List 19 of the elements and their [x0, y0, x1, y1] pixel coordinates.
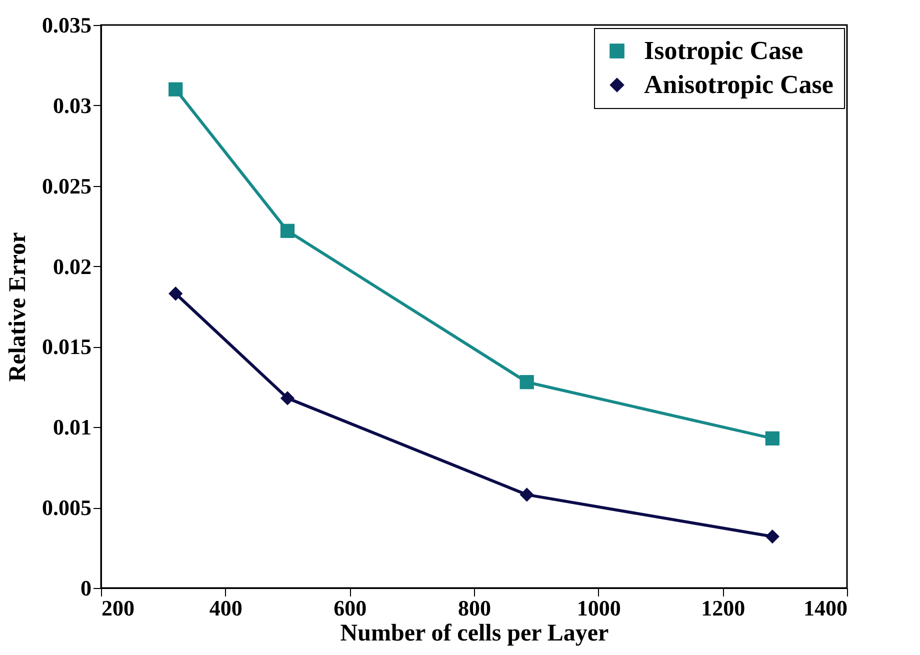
y-tick-label: 0 [80, 576, 92, 600]
x-tick-label: 800 [458, 596, 491, 620]
y-tick-label: 0.005 [42, 495, 92, 520]
y-tick-label: 0.02 [53, 254, 92, 279]
x-tick-label: 400 [209, 596, 242, 620]
x-tick-label: 600 [334, 596, 367, 620]
legend-label: Isotropic Case [644, 36, 804, 65]
y-tick-label: 0.01 [53, 414, 92, 440]
y-tick-label: 0.015 [42, 334, 92, 360]
y-tick-label: 0.025 [42, 173, 92, 198]
x-tick-label: 1000 [576, 596, 621, 620]
y-tick-label: 0.03 [53, 92, 92, 118]
x-tick-label: 1200 [701, 596, 746, 620]
legend-label: Anisotropic Case [644, 70, 834, 99]
y-tick-label: 0.035 [42, 12, 92, 38]
y-axis-title: Relative Error [5, 232, 31, 382]
x-tick-label: 200 [102, 596, 134, 620]
x-axis-title: Number of cells per Layer [340, 620, 610, 646]
x-tick-label: 1400 [804, 596, 848, 620]
